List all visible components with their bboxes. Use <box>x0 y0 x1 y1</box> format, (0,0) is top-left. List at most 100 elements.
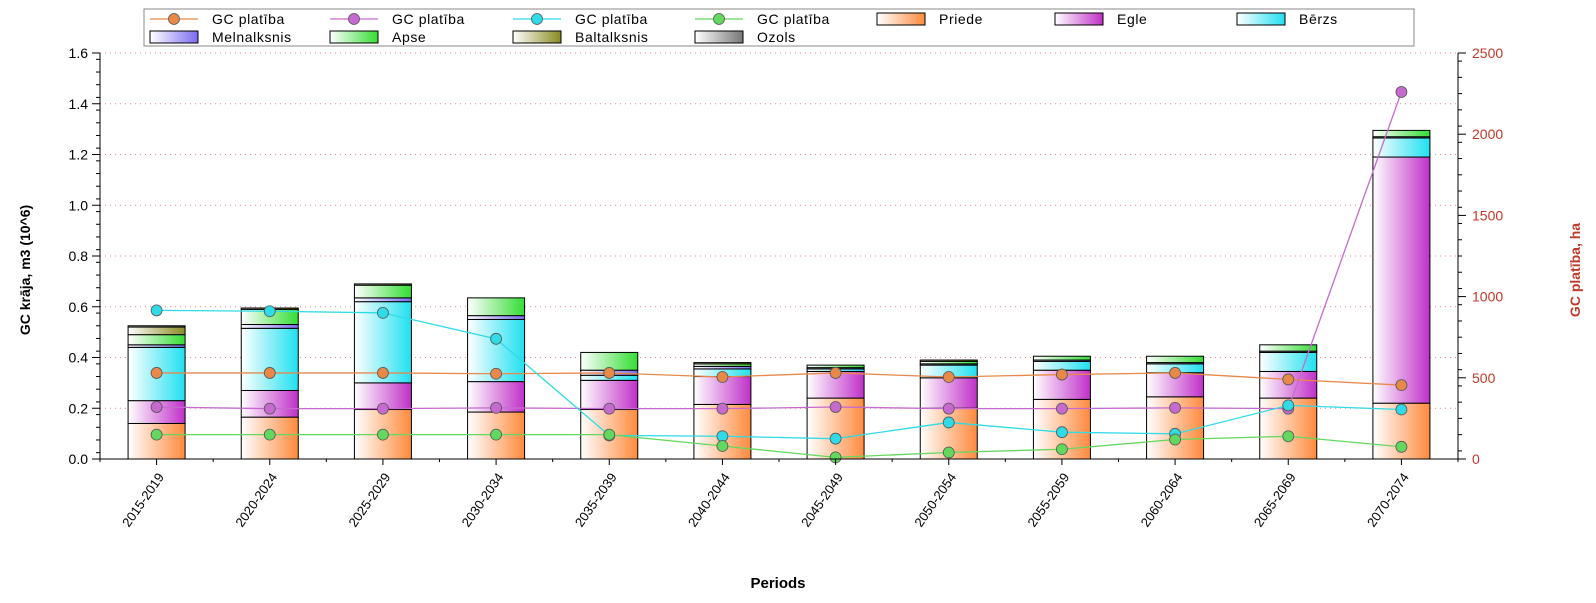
x-tick-label: 2050-2054 <box>911 470 959 530</box>
legend-label: GC platība <box>575 11 648 27</box>
bar-segment <box>127 325 186 328</box>
line-point <box>716 440 729 452</box>
line-point <box>377 402 389 415</box>
x-tick-label: 2045-2049 <box>798 470 846 530</box>
line-point <box>603 402 616 415</box>
y-tick-label: 1.0 <box>69 197 89 213</box>
legend-label: Priede <box>939 11 983 27</box>
line-point <box>263 428 276 441</box>
legend-label: Apse <box>392 29 426 45</box>
line-point <box>829 401 842 413</box>
y2-tick-label: 2500 <box>1472 45 1503 61</box>
y2-axis-label: GC platība, ha <box>1567 223 1583 317</box>
x-tick-label: 2040-2044 <box>685 470 733 530</box>
stacked-bars <box>127 129 1431 460</box>
line-point <box>150 401 163 413</box>
line-point <box>1056 368 1068 381</box>
x-tick-label: 2065-2069 <box>1251 470 1299 530</box>
legend-box-swatch <box>876 12 926 26</box>
x-tick-label: 2060-2064 <box>1138 470 1186 530</box>
bar-segment <box>1032 355 1091 361</box>
x-tick-label: 2070-2074 <box>1364 470 1412 530</box>
line-point <box>377 306 389 319</box>
x-tick-label: 2020-2024 <box>232 470 280 530</box>
bar-segment <box>1372 156 1431 404</box>
line-point <box>829 432 842 445</box>
line-point <box>1282 373 1295 386</box>
legend-marker <box>348 13 360 25</box>
line-point <box>377 367 389 379</box>
bar-segment <box>240 324 299 329</box>
line-point <box>716 402 729 415</box>
legend-box-swatch <box>149 30 199 44</box>
legend-label: Egle <box>1117 11 1147 27</box>
legend-box-swatch <box>1236 12 1286 26</box>
line-point <box>1056 402 1068 415</box>
line-point <box>1395 403 1408 416</box>
bar-segment <box>467 315 526 320</box>
bar-segment <box>1259 351 1318 372</box>
legend-label: Bērzs <box>1299 11 1338 27</box>
legend-box-swatch <box>512 30 562 44</box>
legend-marker <box>531 13 543 25</box>
legend-marker <box>713 13 725 25</box>
line-point <box>1395 440 1408 453</box>
legend-label: GC platība <box>757 11 830 27</box>
legend-box-swatch <box>329 30 379 44</box>
legend-label: Baltalksnis <box>575 29 649 45</box>
legend-box-swatch <box>1054 12 1104 26</box>
y2-tick-label: 2000 <box>1472 126 1503 142</box>
bar-segment <box>127 326 186 336</box>
y-tick-label: 0.6 <box>69 299 89 315</box>
line-point <box>490 401 502 414</box>
bar-segment <box>919 359 978 362</box>
line-point <box>377 428 389 441</box>
line-point <box>150 428 163 441</box>
line-point <box>942 416 955 429</box>
bar-segment <box>693 362 752 365</box>
y-tick-label: 1.6 <box>69 45 89 61</box>
x-tick-label: 2015-2019 <box>119 470 167 530</box>
bar-segment <box>1146 355 1205 364</box>
line-point <box>150 367 163 379</box>
x-tick-label: 2030-2034 <box>459 470 507 530</box>
line-point <box>263 367 276 379</box>
line-point <box>1056 443 1068 456</box>
line-series <box>156 309 1402 440</box>
legend: GC platība GC platība GC platība GC platība… <box>143 8 1415 47</box>
y2-tick-label: 0 <box>1472 451 1480 467</box>
line-point <box>942 446 955 459</box>
legend-label: Melnalksnis <box>212 29 292 45</box>
line-series <box>156 91 1403 410</box>
line-point <box>1169 367 1181 379</box>
line-point <box>1056 426 1068 439</box>
y-tick-label: 0.4 <box>69 350 89 366</box>
y-tick-label: 0.2 <box>69 400 89 416</box>
line-point <box>1395 86 1408 98</box>
y-tick-label: 0.0 <box>69 451 89 467</box>
line-point <box>716 371 729 383</box>
legend-label: Ozols <box>757 29 796 45</box>
x-tick-label: 2025-2029 <box>345 470 393 530</box>
line-point <box>603 367 616 379</box>
bar-segment <box>353 284 412 299</box>
x-axis-label: Periods <box>750 575 805 592</box>
y-axis-label: GC krāja, m3 (10^6) <box>17 205 33 335</box>
bar-segment <box>127 334 186 346</box>
legend-label: GC platība <box>392 11 465 27</box>
line-series <box>156 372 1402 386</box>
line-point <box>603 428 616 441</box>
line-point <box>150 304 163 317</box>
bar-segment <box>467 297 526 317</box>
y-tick-label: 1.4 <box>69 96 89 112</box>
bar-segment <box>353 283 412 286</box>
line-point <box>829 367 842 379</box>
line-point <box>1169 401 1181 414</box>
y2-tick-label: 1000 <box>1472 289 1503 305</box>
y2-tick-label: 1500 <box>1472 207 1503 223</box>
line-point <box>1282 430 1295 443</box>
line-point <box>490 428 502 441</box>
legend-box-swatch <box>694 30 744 44</box>
